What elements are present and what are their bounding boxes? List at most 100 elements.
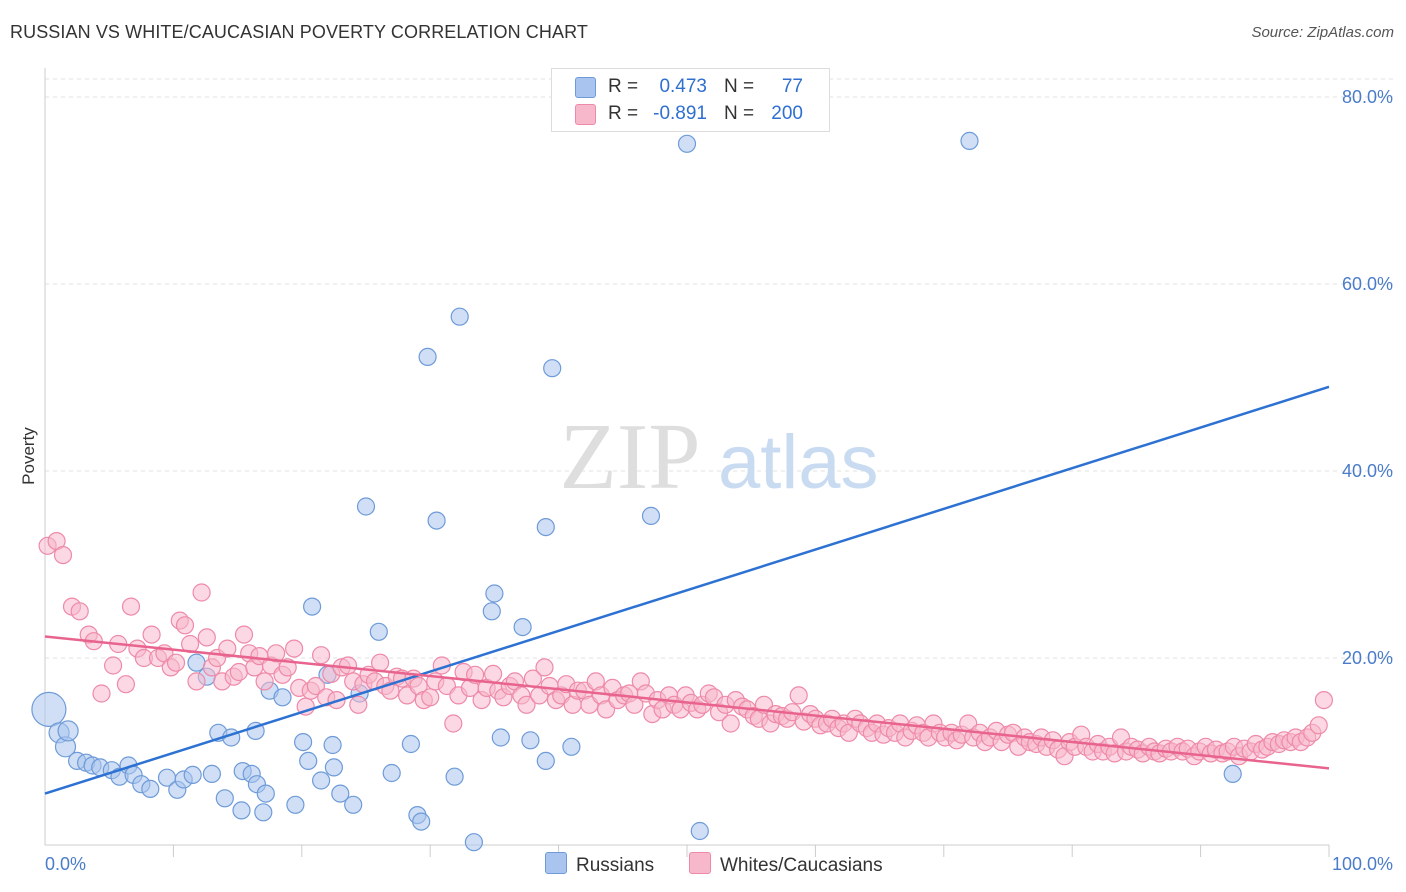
russians-swatch: [575, 77, 596, 98]
whites-point: [278, 658, 297, 677]
russians-point: [344, 795, 363, 814]
russians-point: [294, 732, 313, 752]
whites-point: [517, 695, 536, 714]
russians-point: [562, 737, 581, 756]
russians-point: [1223, 764, 1242, 784]
r-value: -0.891: [653, 103, 707, 124]
whites-point: [121, 597, 141, 616]
russians-point: [312, 771, 331, 790]
russians-point: [445, 767, 464, 786]
whites-point: [535, 658, 554, 677]
whites-point: [789, 686, 808, 705]
russians-point: [323, 735, 342, 755]
stats-legend: R = 0.473 N = 77 R = -0.891 N = 200: [551, 68, 830, 132]
y-tick-label: 20.0%: [1342, 648, 1393, 668]
whites-point: [255, 672, 274, 691]
russians-point: [418, 347, 437, 366]
russians-point: [369, 622, 388, 641]
russians-point: [543, 359, 562, 378]
watermark: ZIP atlas: [560, 405, 879, 509]
y-tick-label: 40.0%: [1342, 461, 1393, 481]
whites-point: [197, 628, 216, 647]
whites-point: [142, 625, 161, 644]
russians-point: [324, 758, 343, 777]
russians-point: [303, 597, 322, 616]
russians-point: [464, 833, 483, 852]
russians-point: [427, 511, 446, 530]
russians-point: [254, 803, 273, 822]
whites-point: [484, 664, 503, 684]
legend-label: Whites/Caucasians: [720, 855, 883, 876]
whites-point: [721, 714, 740, 733]
x-tick-label: 100.0%: [1332, 854, 1393, 874]
r-label: R =: [608, 76, 639, 97]
watermark-zip: ZIP: [560, 405, 701, 509]
russians-point: [677, 134, 697, 153]
n-label: N =: [724, 103, 755, 124]
legend-item-russians[interactable]: Russians: [545, 852, 654, 877]
chart-title: RUSSIAN VS WHITE/CAUCASIAN POVERTY CORRE…: [10, 22, 588, 42]
x-tick-label: 0.0%: [45, 854, 86, 874]
whites-point: [229, 662, 248, 682]
russians-point: [183, 765, 202, 785]
russians-point: [57, 720, 79, 742]
y-axis-title: Poverty: [19, 427, 38, 485]
russians-point: [202, 764, 221, 784]
russians-point: [31, 691, 67, 728]
russians-point: [513, 617, 532, 637]
russians-point: [412, 812, 431, 831]
russians-point: [491, 728, 510, 747]
tick-labels: 20.0% 40.0% 60.0% 80.0% 0.0% 100.0%: [45, 87, 1393, 874]
legend-label: Russians: [576, 855, 655, 876]
whites-point: [444, 714, 463, 733]
russians-legend-swatch: [545, 852, 567, 874]
whites-point: [192, 583, 211, 602]
whites-point: [92, 684, 111, 703]
whites-point: [187, 672, 206, 691]
whites-point: [306, 676, 325, 696]
whites-point: [338, 656, 358, 675]
russians-point: [286, 795, 305, 814]
russians-point: [401, 734, 420, 754]
russians-point: [256, 784, 275, 803]
watermark-atlas: atlas: [718, 420, 879, 505]
russians-point: [536, 751, 555, 771]
russians-point: [299, 751, 318, 771]
russians-point: [690, 821, 709, 841]
russians-point: [356, 497, 376, 516]
russians-point: [141, 779, 160, 799]
y-tick-label: 80.0%: [1342, 87, 1393, 107]
whites-trend-line: [44, 635, 1330, 770]
whites-point: [349, 695, 368, 714]
n-label: N =: [724, 76, 755, 97]
whites-point: [421, 688, 440, 707]
whites-point: [53, 545, 73, 565]
whites-legend-swatch: [689, 852, 711, 874]
trend-lines: [44, 385, 1330, 795]
whites-point: [175, 616, 195, 635]
whites-point: [285, 639, 304, 658]
r-label: R =: [608, 103, 639, 124]
russians-point: [482, 602, 501, 621]
russians-point: [187, 653, 206, 672]
whites-point: [267, 644, 286, 663]
whites-point: [312, 646, 331, 665]
whites-point: [1314, 690, 1334, 710]
whites-point: [116, 675, 136, 694]
russians-point: [485, 584, 504, 603]
whites-point: [1309, 716, 1328, 735]
whites-point: [70, 602, 89, 621]
y-tick-label: 60.0%: [1342, 274, 1393, 294]
russians-point: [450, 307, 469, 326]
legend-row-whites: R = -0.891 N = 200: [552, 101, 829, 127]
russians-point: [960, 131, 979, 150]
russians-point: [273, 688, 292, 707]
legend-item-whites[interactable]: Whites/Caucasians: [689, 852, 883, 877]
grid-lines: [45, 78, 1395, 659]
whites-point: [166, 653, 186, 672]
russians-point: [382, 763, 401, 783]
whites-point: [371, 653, 390, 672]
source-label: Source: ZipAtlas.com: [1251, 24, 1394, 41]
legend-row-russians: R = 0.473 N = 77: [552, 74, 829, 100]
russians-point: [215, 789, 234, 808]
